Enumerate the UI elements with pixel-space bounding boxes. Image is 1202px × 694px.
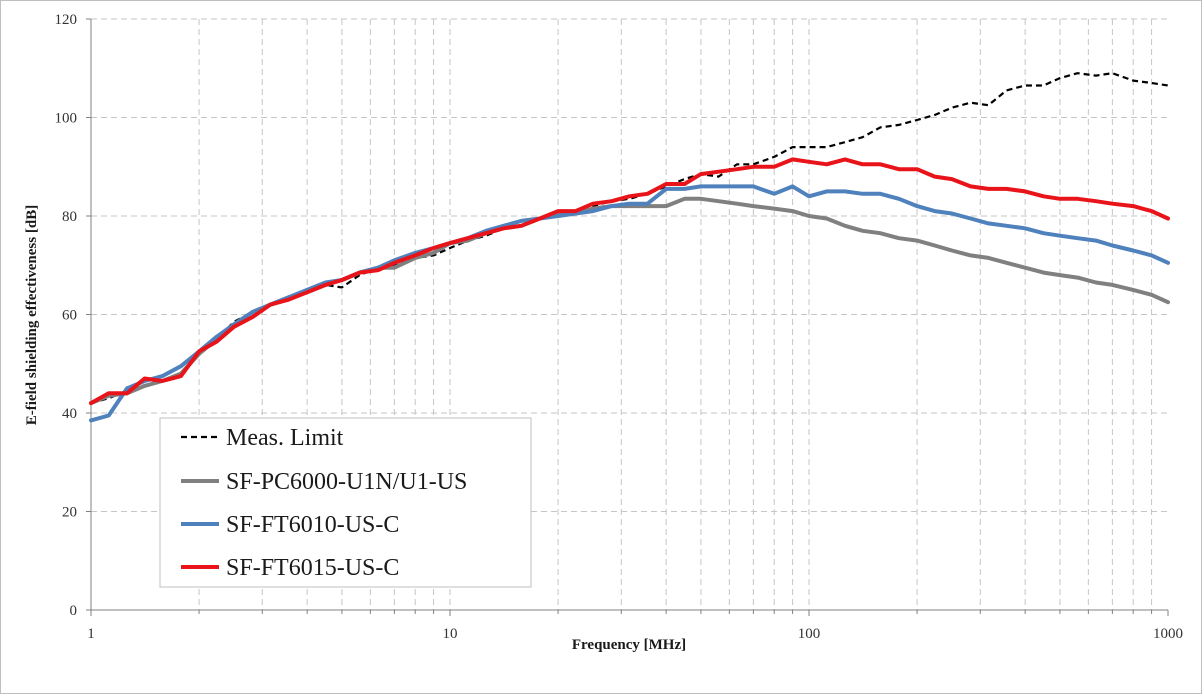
legend-label: SF-PC6000-U1N/U1-US <box>226 469 467 495</box>
series-sf-ft6010-us-c <box>89 184 1170 423</box>
series-meas-limit <box>90 72 1169 405</box>
y-tick-label: 20 <box>62 505 77 521</box>
y-tick-label: 0 <box>70 603 78 619</box>
x-tick-label: 1 <box>87 626 95 642</box>
y-tick-label: 120 <box>55 12 78 28</box>
legend-label: SF-FT6015-US-C <box>226 555 399 581</box>
x-tick-label: 1000 <box>1153 626 1183 642</box>
legend-label: SF-FT6010-US-C <box>226 512 399 538</box>
y-tick-label: 100 <box>55 111 78 127</box>
x-tick-label: 100 <box>798 626 821 642</box>
y-tick-label: 60 <box>62 308 77 324</box>
x-tick-label: 10 <box>443 626 458 642</box>
series-sf-ft6015-us-c <box>89 157 1170 406</box>
legend-box <box>159 417 532 588</box>
axes <box>86 18 1169 616</box>
x-axis-label: Frequency [MHz] <box>572 637 686 653</box>
series-sf-pc6000-u1n-u1-us <box>89 196 1170 406</box>
legend: Meas. Limit SF-PC6000-U1N/U1-US SF-FT6010-… <box>159 417 532 588</box>
y-axis-label: E-field shielding effectiveness [dB] <box>24 205 40 425</box>
series-lines <box>89 72 1170 423</box>
y-tick-label: 80 <box>62 209 77 225</box>
legend-label: Meas. Limit <box>226 425 344 451</box>
y-tick-label: 40 <box>62 406 77 422</box>
